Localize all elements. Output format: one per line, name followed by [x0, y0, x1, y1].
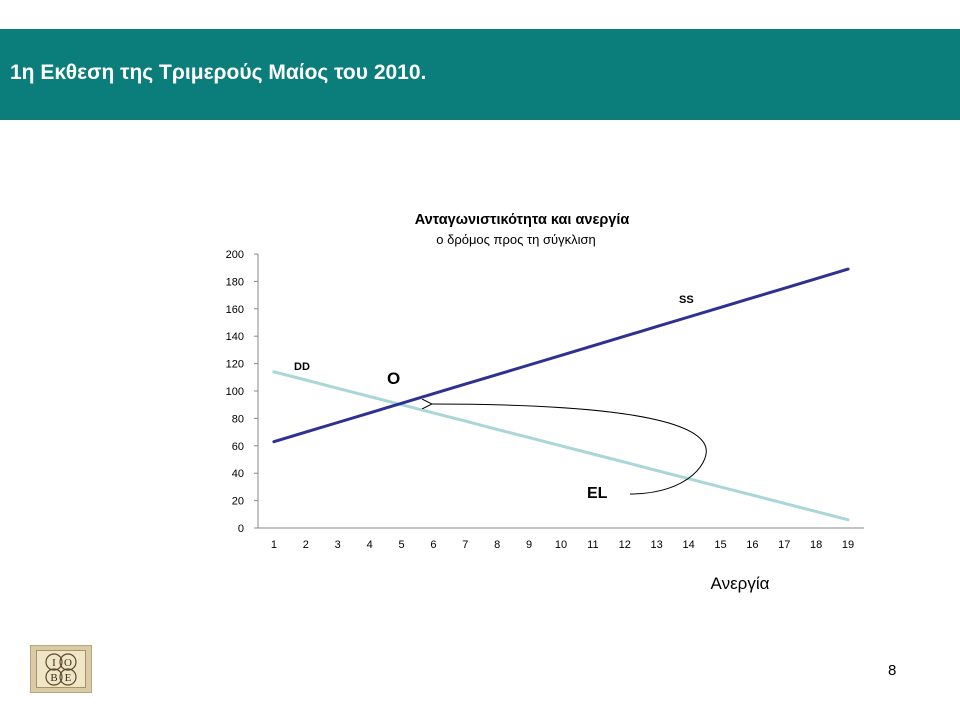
x-tick-label: 14 [682, 539, 694, 551]
series-line-ss [272, 267, 850, 444]
y-tick-label: 140 [226, 331, 244, 343]
x-tick-label: 15 [714, 539, 726, 551]
x-tick-label: 2 [303, 539, 309, 551]
y-tick-label: 180 [226, 276, 244, 288]
svg-text:B: B [50, 672, 57, 684]
slide-title: 1η Εκθεση της Τριμερούς Μαίος του 2010. [10, 61, 427, 84]
series-label-dd: DD [294, 361, 310, 373]
y-tick-label: 20 [232, 496, 244, 508]
x-tick-label: 6 [430, 539, 436, 551]
y-tick-label: 0 [238, 523, 244, 535]
start-label: EL [587, 485, 608, 502]
x-tick-label: 5 [398, 539, 404, 551]
y-tick-label: 40 [232, 468, 244, 480]
page-number: 8 [888, 662, 897, 679]
x-tick-label: 1 [271, 539, 277, 551]
x-tick-label: 17 [778, 539, 790, 551]
chart-subtitle: ο δρόμος προς τη σύγκλιση [436, 232, 596, 247]
chart-title: Ανταγωνιστικότητα και ανεργία [415, 212, 630, 228]
x-tick-label: 19 [842, 539, 854, 551]
x-tick-label: 9 [526, 539, 532, 551]
y-tick-label: 100 [226, 386, 244, 398]
svg-text:O: O [64, 657, 72, 669]
x-tick-label: 13 [651, 539, 663, 551]
svg-text:E: E [65, 672, 72, 684]
series-line-dd [272, 370, 850, 522]
x-tick-label: 7 [462, 539, 468, 551]
x-tick-label: 10 [555, 539, 567, 551]
x-tick-label: 4 [367, 539, 373, 551]
intersection-label: O [387, 369, 400, 388]
y-tick-label: 120 [226, 359, 244, 371]
y-tick-label: 80 [232, 413, 244, 425]
series-label-ss: SS [679, 294, 694, 306]
iobe-logo: I O B E [30, 645, 92, 693]
movement-arrow [432, 404, 707, 495]
x-tick-label: 3 [335, 539, 341, 551]
x-tick-label: 18 [810, 539, 822, 551]
x-tick-label: 12 [619, 539, 631, 551]
x-axis-label: Ανεργία [711, 574, 770, 593]
svg-text:I: I [52, 657, 56, 669]
header-band [0, 29, 960, 120]
x-tick-label: 16 [746, 539, 758, 551]
y-tick-label: 160 [226, 304, 244, 316]
iobe-logo-emblem: I O B E [36, 650, 86, 688]
y-tick-label: 60 [232, 441, 244, 453]
y-tick-label: 200 [226, 249, 244, 261]
x-tick-label: 11 [587, 539, 598, 551]
x-tick-label: 8 [494, 539, 500, 551]
